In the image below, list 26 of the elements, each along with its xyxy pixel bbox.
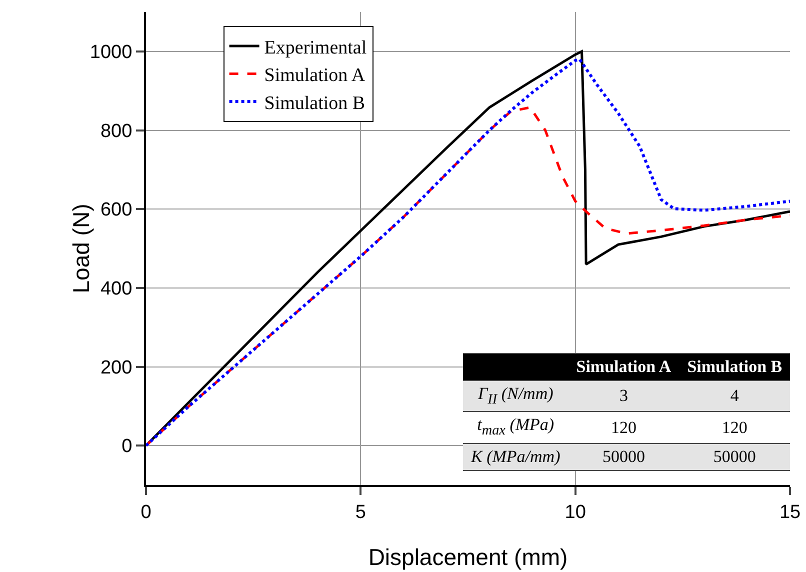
annotation: 4 (679, 380, 790, 412)
y-tick-label: 0 (122, 436, 132, 458)
annotation: 120 (568, 412, 680, 444)
legend-label: Experimental (264, 37, 367, 58)
annotation: Γ$_{II}$ (N/mm) (463, 380, 568, 412)
y-axis-title: Load (N) (68, 204, 94, 294)
annotation: 3 (568, 380, 680, 412)
y-tick-label: 400 (100, 278, 132, 300)
x-tick-label: 5 (355, 502, 366, 523)
y-tick-label: 600 (100, 200, 132, 221)
annotation: 120 (679, 412, 790, 444)
annotation: 50000 (679, 443, 790, 470)
x-tick-label: 10 (564, 502, 586, 523)
annotation: 50000 (568, 443, 680, 470)
annotation: Simulation B (679, 354, 790, 380)
y-tick-label: 1000 (90, 42, 132, 64)
legend-label: Simulation A (264, 65, 366, 86)
annotation: K (MPa/mm) (463, 443, 568, 470)
y-tick-label: 800 (100, 120, 132, 142)
x-axis-title: Displacement (mm) (368, 544, 568, 570)
x-tick-label: 15 (779, 502, 801, 523)
x-tick-label: 0 (140, 502, 152, 523)
legend-label: Simulation B (264, 92, 366, 114)
y-tick-label: 200 (100, 357, 132, 378)
annotation: Simulation A (568, 354, 680, 380)
annotation: t$_{max}$ (MPa) (463, 412, 568, 444)
